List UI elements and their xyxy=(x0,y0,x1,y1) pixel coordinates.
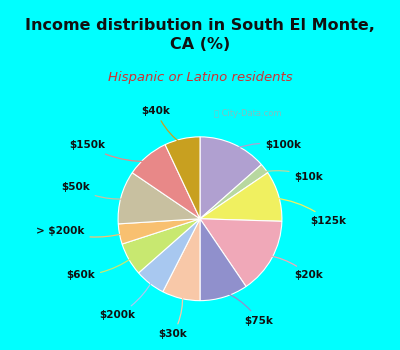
Wedge shape xyxy=(132,145,200,219)
Text: $125k: $125k xyxy=(275,198,346,226)
Wedge shape xyxy=(200,219,282,287)
Wedge shape xyxy=(163,219,200,301)
Wedge shape xyxy=(138,219,200,292)
Text: Hispanic or Latino residents: Hispanic or Latino residents xyxy=(108,71,292,84)
Text: $20k: $20k xyxy=(269,256,323,280)
Text: $10k: $10k xyxy=(262,171,323,182)
Text: $40k: $40k xyxy=(142,106,181,144)
Wedge shape xyxy=(122,219,200,273)
Text: $150k: $150k xyxy=(70,140,148,162)
Wedge shape xyxy=(118,173,200,224)
Text: $50k: $50k xyxy=(61,182,124,199)
Text: $100k: $100k xyxy=(234,140,301,150)
Text: Income distribution in South El Monte,
CA (%): Income distribution in South El Monte, C… xyxy=(25,18,375,52)
Wedge shape xyxy=(165,137,200,219)
Wedge shape xyxy=(200,137,262,219)
Text: $60k: $60k xyxy=(66,258,132,280)
Wedge shape xyxy=(118,219,200,244)
Wedge shape xyxy=(200,219,246,301)
Wedge shape xyxy=(200,173,282,221)
Text: $75k: $75k xyxy=(225,292,273,326)
Wedge shape xyxy=(200,164,268,219)
Text: ⓘ City-Data.com: ⓘ City-Data.com xyxy=(214,109,281,118)
Text: > $200k: > $200k xyxy=(36,226,123,237)
Text: $200k: $200k xyxy=(99,281,152,320)
Text: $30k: $30k xyxy=(159,295,187,339)
